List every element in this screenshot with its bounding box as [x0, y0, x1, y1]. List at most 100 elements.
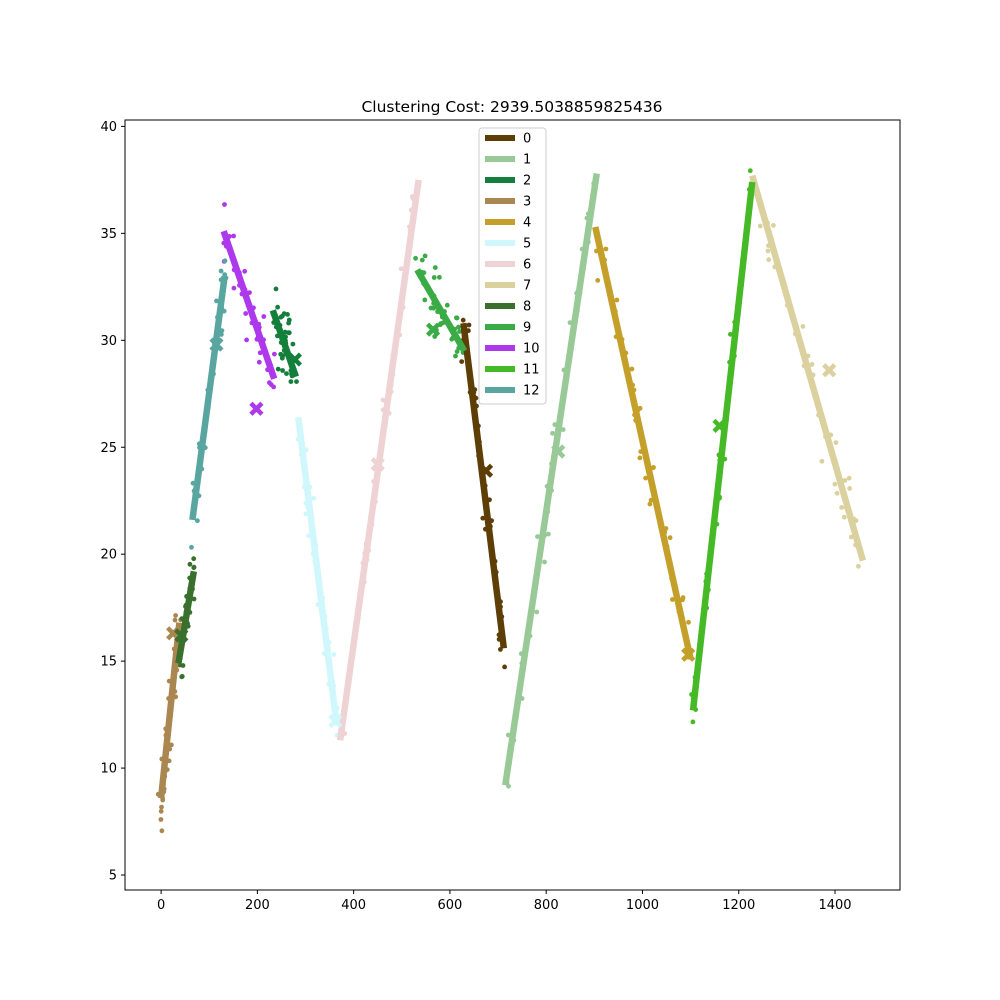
scatter-point-7: [809, 362, 815, 367]
scatter-point-9: [431, 275, 437, 280]
scatter-point-7: [766, 257, 772, 263]
legend-label-8: 8: [523, 300, 531, 315]
x-tick-label: 600: [438, 898, 463, 913]
scatter-point-4: [667, 535, 673, 541]
cluster-centers: [166, 322, 837, 729]
y-tick-label: 35: [100, 227, 117, 242]
scatter-point-7: [839, 505, 844, 510]
scatter-point-10: [242, 268, 248, 274]
scatter-point-12: [189, 544, 194, 550]
scatter-point-3: [159, 804, 164, 810]
scatter-point-2: [284, 371, 289, 376]
scatter-point-11: [747, 168, 753, 174]
scatter-point-9: [456, 324, 461, 330]
cluster-line-3: [157, 622, 183, 799]
cluster-line-0: [460, 322, 508, 649]
scatter-point-3: [172, 617, 178, 623]
scatter-point-3: [169, 742, 174, 748]
scatter-point-2: [290, 341, 296, 347]
scatter-point-3: [160, 797, 166, 803]
cluster-line-11: [689, 181, 756, 711]
x-tick-label: 800: [534, 898, 559, 913]
cluster-center-6: [370, 457, 385, 472]
legend-label-11: 11: [523, 363, 540, 378]
scatter-point-9: [428, 305, 434, 311]
scatter-point-2: [275, 304, 280, 310]
scatter-point-7: [832, 481, 838, 487]
scatter-point-0: [502, 664, 507, 670]
scatter-point-10: [272, 351, 277, 357]
scatter-point-9: [453, 353, 458, 359]
scatter-point-3: [173, 613, 179, 618]
scatter-point-11: [690, 719, 696, 725]
scatter-point-9: [422, 297, 428, 303]
scatter-point-10: [222, 202, 227, 207]
scatter-point-7: [856, 563, 861, 569]
scatter-point-4: [647, 501, 653, 507]
scatter-point-10: [261, 314, 267, 319]
cluster-line-4: [592, 226, 694, 660]
scatter-point-8: [187, 561, 193, 567]
cluster-line-5: [295, 416, 341, 726]
scatter-point-1: [550, 430, 555, 436]
scatter-point-9: [422, 253, 428, 259]
x-tick-label: 400: [341, 898, 366, 913]
scatter-point-7: [800, 324, 806, 329]
scatter-point-10: [231, 285, 237, 291]
scatter-point-9: [438, 321, 443, 327]
scatter-point-4: [595, 278, 601, 283]
scatter-point-9: [419, 257, 425, 263]
cluster-line-10: [220, 230, 278, 380]
scatter-point-9: [413, 255, 418, 261]
cluster-center-0: [478, 463, 494, 478]
scatter-point-2: [279, 355, 285, 361]
scatter-point-2: [273, 286, 279, 292]
scatter-point-9: [444, 302, 450, 308]
scatter-point-5: [311, 495, 317, 501]
scatter-point-2: [294, 379, 299, 384]
chart-title: Clustering Cost: 2939.5038859825436: [361, 98, 662, 116]
x-tick-label: 1000: [626, 898, 659, 913]
legend-label-3: 3: [523, 195, 531, 210]
scatter-point-7: [833, 440, 839, 445]
scatter-point-4: [603, 246, 609, 252]
scatter-point-4: [643, 475, 648, 481]
cluster-line-7: [749, 174, 867, 562]
cluster-line-9: [414, 268, 468, 353]
scatter-point-12: [218, 268, 224, 274]
scatter-point-2: [286, 330, 292, 336]
scatter-point-7: [847, 486, 852, 491]
y-axis: 5 10 15 20 25 30 35 40: [100, 120, 125, 884]
scatter-point-12: [222, 258, 228, 264]
scatter-point-8: [191, 564, 197, 570]
scatter-point-3: [158, 808, 164, 814]
x-tick-label: 200: [245, 898, 270, 913]
scatter-point-1: [542, 559, 547, 565]
scatter-point-7: [819, 458, 825, 464]
scatter-point-4: [651, 465, 656, 470]
scatter-point-8: [180, 663, 186, 668]
scatter-point-8: [191, 596, 197, 602]
cluster-center-7: [822, 363, 837, 378]
scatter-point-10: [244, 337, 250, 343]
legend-label-2: 2: [523, 174, 531, 189]
scatter-point-10: [256, 359, 262, 365]
legend-label-7: 7: [523, 279, 531, 294]
scatter-point-7: [771, 223, 776, 228]
scatter-point-0: [466, 322, 472, 328]
scatter-point-7: [757, 223, 763, 229]
plot-area-frame: [124, 119, 901, 891]
scatter-point-10: [243, 311, 249, 316]
scatter-point-12: [195, 518, 200, 524]
scatter-point-8: [191, 556, 197, 562]
legend-label-1: 1: [523, 153, 531, 168]
cluster-center-8: [174, 628, 189, 643]
cluster-center-5: [328, 713, 343, 729]
x-tick-label: 1200: [722, 898, 755, 913]
scatter-point-7: [834, 490, 840, 496]
scatter-point-7: [842, 478, 848, 483]
scatter-point-2: [286, 317, 292, 323]
scatter-point-7: [765, 248, 771, 254]
cluster-center-10: [249, 401, 264, 416]
